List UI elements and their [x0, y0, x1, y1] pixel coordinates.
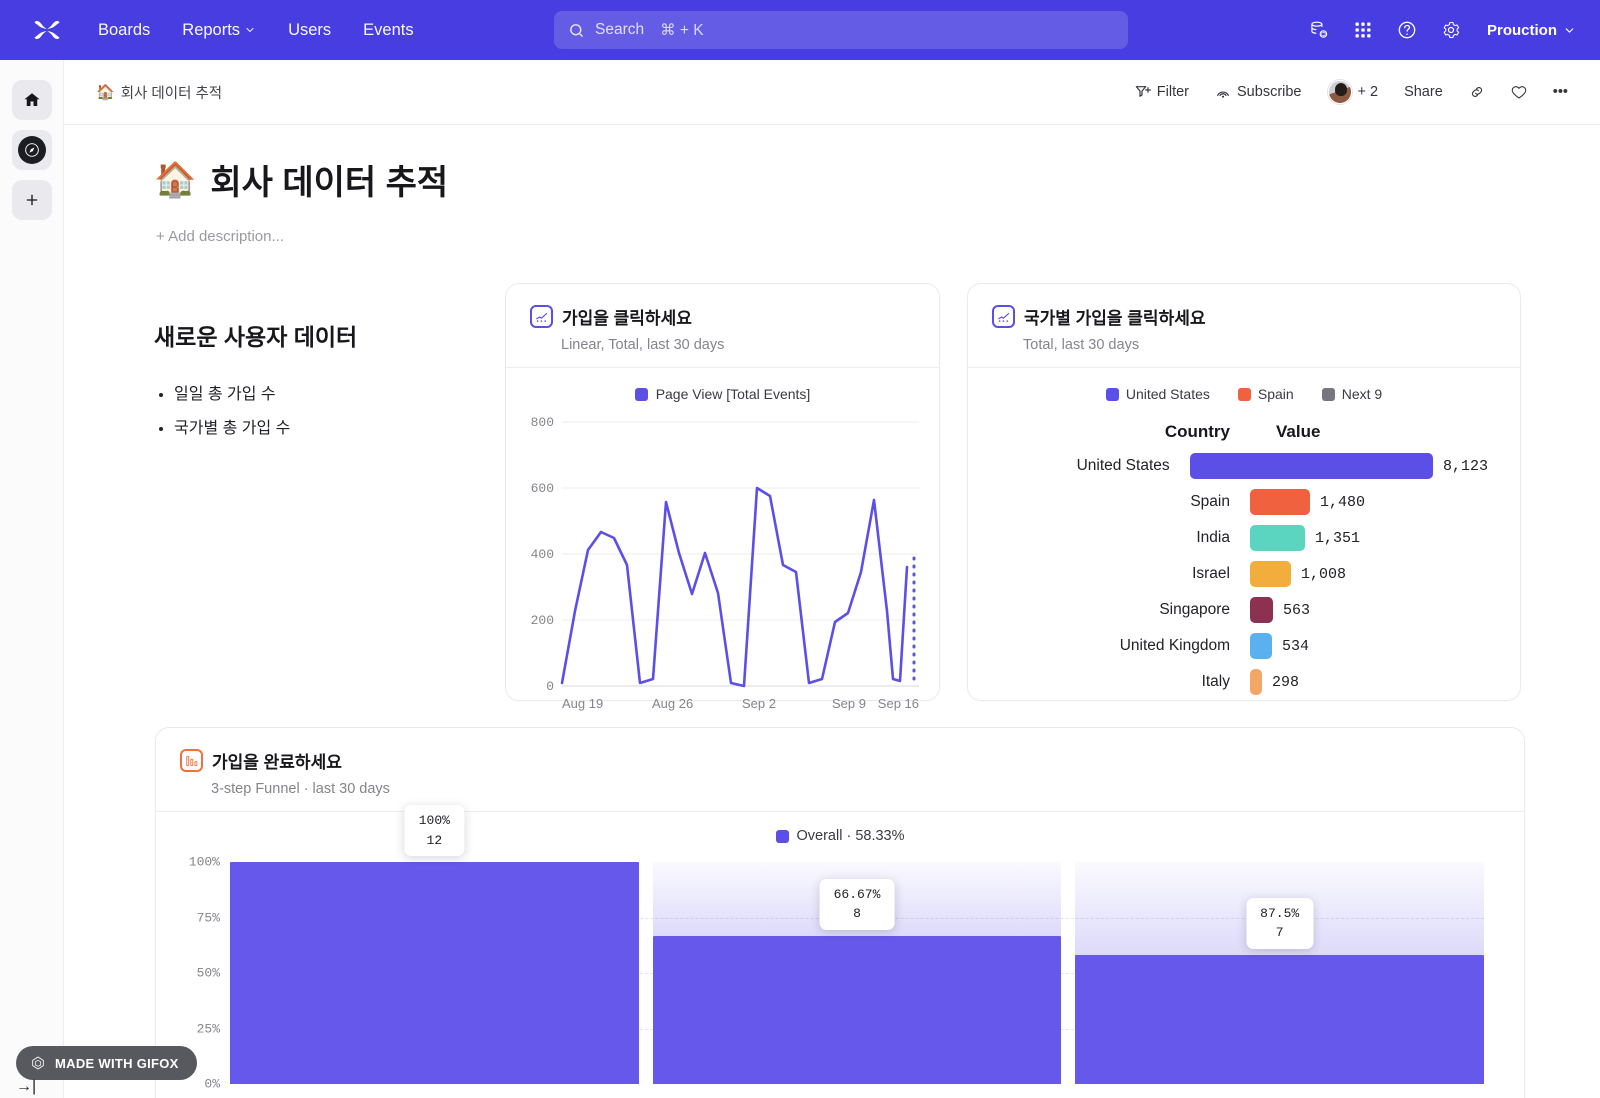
svg-text:400: 400 [531, 547, 554, 562]
svg-text:Sep 2: Sep 2 [742, 696, 776, 711]
svg-text:200: 200 [531, 613, 554, 628]
svg-text:Aug 19: Aug 19 [562, 696, 603, 711]
svg-text:Sep 9: Sep 9 [832, 696, 866, 711]
svg-text:Sep 16: Sep 16 [878, 696, 919, 711]
svg-text:800: 800 [531, 415, 554, 430]
svg-text:600: 600 [531, 481, 554, 496]
svg-text:Aug 26: Aug 26 [652, 696, 693, 711]
svg-text:0: 0 [546, 679, 554, 694]
